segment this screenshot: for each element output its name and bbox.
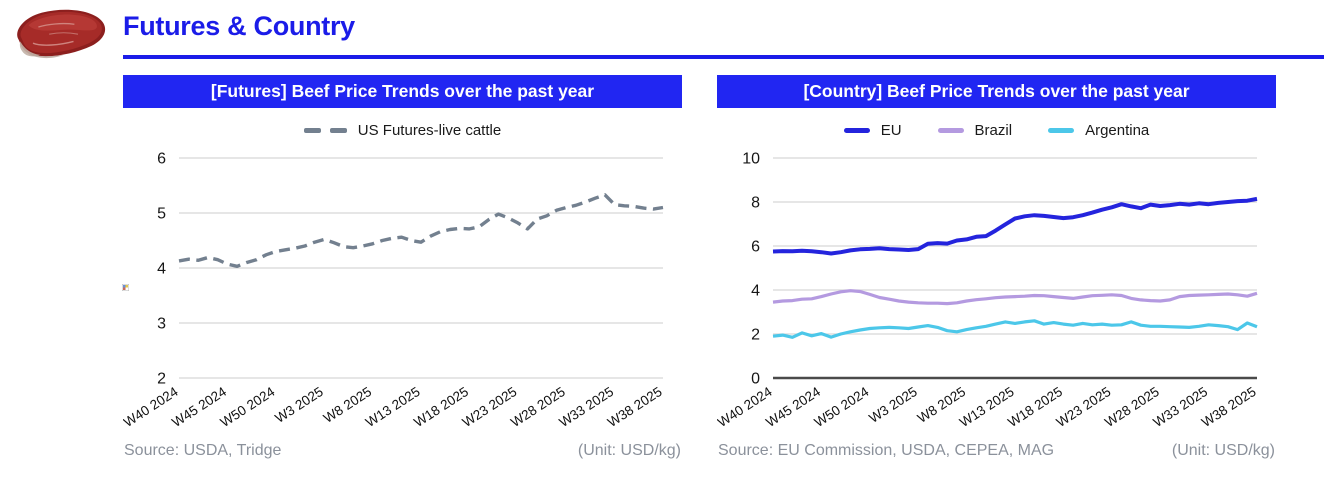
legend-item-argentina: Argentina <box>1048 122 1149 139</box>
series-line-us-futures-live-cattle <box>178 193 664 269</box>
legend-label: Argentina <box>1085 121 1150 139</box>
x-tick-label: W23 2025 <box>1054 384 1114 430</box>
x-tick-label: W28 2025 <box>1102 384 1162 430</box>
y-tick-label: 4 <box>157 261 166 278</box>
y-tick-label: 6 <box>157 151 166 168</box>
y-tick-label: 0 <box>751 371 760 388</box>
x-tick-label: W13 2025 <box>957 384 1017 430</box>
y-tick-label: 2 <box>157 371 166 388</box>
legend-swatch-icon <box>303 127 347 133</box>
y-tick-label: 2 <box>751 327 760 344</box>
futures-source-label: Source: USDA, Tridge <box>124 442 282 459</box>
legend-swatch-icon <box>937 127 964 133</box>
legend-swatch-icon <box>843 127 870 133</box>
futures-panel-title: [Futures] Beef Price Trends over the pas… <box>123 75 682 108</box>
futures-panel-footer: Source: USDA, Tridge (Unit: USD/kg) <box>123 442 682 460</box>
y-tick-label: 8 <box>751 195 760 212</box>
x-tick-label: W13 2025 <box>363 384 423 430</box>
country-source-label: Source: EU Commission, USDA, CEPEA, MAG <box>718 442 1055 459</box>
title-underline <box>123 55 1324 59</box>
legend-item-brazil: Brazil <box>937 121 1013 139</box>
page-title: Futures & Country <box>123 11 355 41</box>
country-legend: EU Brazil Argentina <box>717 119 1276 141</box>
y-tick-label: 6 <box>751 239 760 256</box>
x-tick-label: W3 2025 <box>272 384 325 426</box>
x-tick-label: W33 2025 <box>556 384 616 430</box>
legend-item-us-futures-live-cattle: US Futures-live cattle <box>303 121 502 139</box>
country-panel: [Country] Beef Price Trends over the pas… <box>717 75 1276 460</box>
charts-row: [Futures] Beef Price Trends over the pas… <box>123 75 1276 460</box>
y-tick-label: 3 <box>157 316 166 333</box>
country-unit-label: (Unit: USD/kg) <box>1171 442 1275 459</box>
beef-steak-image <box>6 2 114 70</box>
series-line-eu <box>772 196 1258 256</box>
y-tick-label: 5 <box>157 206 166 223</box>
series-line-argentina <box>772 319 1258 339</box>
futures-panel: [Futures] Beef Price Trends over the pas… <box>123 75 682 460</box>
x-tick-label: W18 2025 <box>411 384 471 430</box>
x-tick-label: W23 2025 <box>460 384 520 430</box>
legend-label: Brazil <box>974 121 1013 139</box>
beef-steak-graphic <box>17 9 106 59</box>
series-line-brazil <box>772 289 1258 306</box>
country-panel-title: [Country] Beef Price Trends over the pas… <box>717 75 1276 108</box>
x-tick-label: W38 2025 <box>605 384 665 430</box>
futures-legend: US Futures-live cattle <box>123 119 682 141</box>
x-tick-label: W18 2025 <box>1005 384 1065 430</box>
legend-item-eu: EU <box>843 121 902 139</box>
legend-label: EU <box>880 121 902 139</box>
x-tick-label: W50 2024 <box>812 384 872 430</box>
x-tick-label: W38 2025 <box>1199 384 1259 430</box>
x-tick-label: W3 2025 <box>866 384 919 426</box>
y-tick-label: 4 <box>751 283 760 300</box>
y-tick-label: 10 <box>742 151 760 168</box>
country-panel-footer: Source: EU Commission, USDA, CEPEA, MAG … <box>717 442 1276 460</box>
x-tick-label: W50 2024 <box>218 384 278 430</box>
legend-swatch-icon <box>1048 127 1075 133</box>
legend-label: US Futures-live cattle <box>357 121 502 139</box>
x-tick-label: W28 2025 <box>508 384 568 430</box>
x-tick-label: W33 2025 <box>1150 384 1210 430</box>
futures-unit-label: (Unit: USD/kg) <box>577 442 681 459</box>
